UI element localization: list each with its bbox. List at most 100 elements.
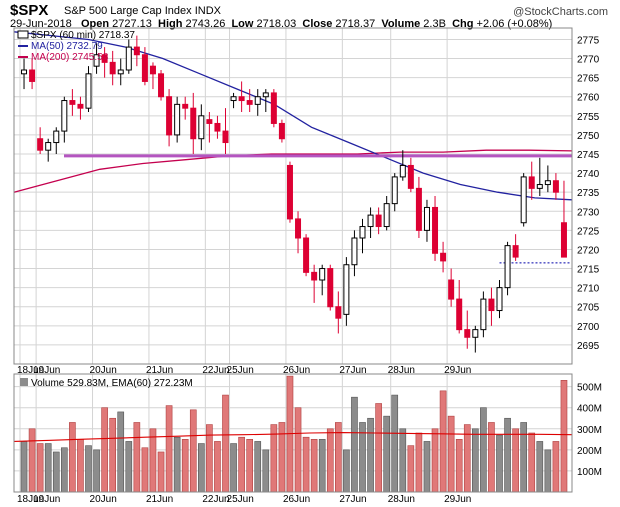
volume-bar <box>480 407 487 493</box>
volume-bar <box>133 422 141 493</box>
volume-bar <box>85 445 92 493</box>
day-label: 25Jun <box>227 365 254 376</box>
close-value: 2718.37 <box>335 18 376 30</box>
volume-bar <box>294 407 302 493</box>
candle-body <box>552 180 559 193</box>
day-label: 29Jun <box>444 494 471 505</box>
day-label: 28Jun <box>388 494 415 505</box>
volume-bar <box>375 403 382 493</box>
volume-bar <box>367 417 374 493</box>
price-tick-label: 2735 <box>577 188 600 199</box>
candle-body <box>311 271 318 281</box>
low-value: 2718.03 <box>256 18 297 30</box>
volume-value: 2.3B <box>423 18 446 30</box>
volume-legend-text: Volume 529.83M, EMA(60) 272.23M <box>31 378 193 389</box>
index-name: S&P 500 Large Cap Index INDX <box>64 5 221 17</box>
candle-body <box>335 306 342 319</box>
low-label: Low <box>231 18 254 30</box>
volume-bar <box>326 428 334 493</box>
candle-body <box>351 237 358 266</box>
volume-bar <box>520 422 527 493</box>
candle-body <box>117 69 124 75</box>
volume-bar <box>528 432 536 493</box>
volume-tick-label: 500M <box>577 383 602 394</box>
candle-body <box>407 164 414 189</box>
candlesticks <box>21 35 567 353</box>
volume-bar <box>69 422 76 493</box>
volume-bar <box>198 443 205 493</box>
candle-body <box>295 218 302 239</box>
volume-tick-label: 300M <box>577 425 602 436</box>
volume-bar <box>318 439 326 493</box>
day-label: 18Jun <box>17 365 44 376</box>
ma50-legend-text: MA(50) 2732.79 <box>31 41 103 52</box>
volume-bar <box>472 428 479 493</box>
open-label: Open <box>80 18 110 30</box>
candle-body <box>270 92 277 124</box>
volume-bar <box>391 394 399 493</box>
volume-bar <box>246 439 253 493</box>
volume-bar <box>560 380 568 493</box>
volume-bar <box>44 443 52 493</box>
candle-body <box>93 54 100 67</box>
candle-body <box>174 103 181 136</box>
volume-bar <box>262 449 270 493</box>
volume-bar <box>214 441 221 493</box>
ma50-series <box>13 31 573 201</box>
volume-bar <box>343 449 350 493</box>
volume-bar <box>544 449 552 493</box>
volume-bar <box>165 405 173 493</box>
panel-frames <box>13 27 573 493</box>
volume-bar <box>61 447 68 493</box>
day-label: 18Jun <box>17 494 44 505</box>
price-tick-label: 2700 <box>577 322 600 333</box>
candle-body <box>560 222 567 258</box>
volume-bar <box>125 441 133 493</box>
change-value: +2.06 (+0.08%) <box>476 18 553 30</box>
candle-body <box>423 206 430 231</box>
exchange-text: INDX <box>194 5 221 17</box>
volume-bar <box>36 443 44 493</box>
price-tick-label: 2720 <box>577 245 600 256</box>
open-value: 2727.13 <box>112 18 152 30</box>
day-label: 28Jun <box>388 365 415 376</box>
price-tick-label: 2695 <box>577 341 600 352</box>
volume-bar <box>173 436 181 493</box>
candle-body <box>254 96 261 105</box>
candle-body <box>399 164 406 178</box>
volume-axis: 100M 200M 300M 400M 500M <box>577 383 602 478</box>
candle-body <box>45 142 52 151</box>
price-tick-label: 2710 <box>577 284 600 295</box>
candle-body <box>166 96 173 136</box>
day-label: 25Jun <box>227 494 254 505</box>
price-axis: 2695 2700 2705 2710 2715 2720 2725 2730 2735 2740… <box>577 35 600 351</box>
volume-panel-frame <box>13 373 573 493</box>
volume-bar <box>552 441 560 493</box>
volume-bar <box>536 441 544 493</box>
volume-label: Volume <box>381 18 421 30</box>
candle-body <box>109 61 116 75</box>
candle-body <box>375 214 382 228</box>
price-tick-label: 2730 <box>577 207 600 218</box>
volume-bar <box>93 449 100 493</box>
candle-body <box>85 73 92 109</box>
volume-bar <box>117 411 125 493</box>
volume-bar <box>351 396 358 493</box>
candle-body <box>536 184 543 189</box>
price-tick-label: 2770 <box>577 55 600 66</box>
volume-bar <box>431 428 439 493</box>
price-tick-label: 2705 <box>577 303 600 314</box>
index-name-text: S&P 500 Large Cap Index <box>64 5 192 17</box>
volume-bar <box>496 434 503 493</box>
candle-body <box>464 329 471 338</box>
candle-body <box>319 268 326 281</box>
candle-body <box>238 96 245 102</box>
candle-body <box>190 107 197 140</box>
candle-body <box>101 54 108 63</box>
candle-body <box>158 73 165 98</box>
volume-tick-label: 400M <box>577 404 602 415</box>
high-label: High <box>158 18 183 30</box>
candle-body <box>456 298 463 331</box>
candle-body <box>504 245 511 289</box>
